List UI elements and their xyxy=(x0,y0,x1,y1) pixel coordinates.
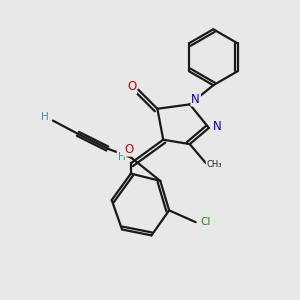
Text: N: N xyxy=(191,93,200,106)
Text: H: H xyxy=(41,112,49,122)
Text: H: H xyxy=(118,152,125,162)
Text: CH₃: CH₃ xyxy=(206,160,222,169)
Text: N: N xyxy=(213,120,221,133)
Text: O: O xyxy=(127,80,136,93)
Text: Cl: Cl xyxy=(201,217,211,227)
Text: O: O xyxy=(124,142,133,156)
